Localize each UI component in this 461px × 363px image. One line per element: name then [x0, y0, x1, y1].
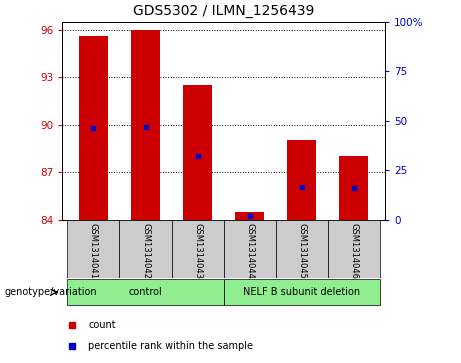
Bar — [224, 220, 276, 278]
Text: GSM1314046: GSM1314046 — [349, 223, 358, 278]
Bar — [119, 220, 171, 278]
Bar — [287, 140, 316, 220]
Bar — [171, 220, 224, 278]
Bar — [79, 36, 108, 220]
Text: GSM1314042: GSM1314042 — [141, 223, 150, 278]
Bar — [67, 220, 119, 278]
Text: count: count — [88, 321, 116, 330]
Text: control: control — [129, 287, 162, 297]
Bar — [276, 220, 328, 278]
Bar — [183, 85, 212, 220]
Text: GSM1314043: GSM1314043 — [193, 223, 202, 278]
Text: GSM1314045: GSM1314045 — [297, 223, 306, 278]
Bar — [235, 212, 264, 220]
Text: NELF B subunit deletion: NELF B subunit deletion — [243, 287, 360, 297]
Title: GDS5302 / ILMN_1256439: GDS5302 / ILMN_1256439 — [133, 4, 314, 18]
Text: genotype/variation: genotype/variation — [5, 287, 97, 297]
Text: GSM1314041: GSM1314041 — [89, 223, 98, 278]
Text: percentile rank within the sample: percentile rank within the sample — [88, 341, 253, 351]
Text: GSM1314044: GSM1314044 — [245, 223, 254, 278]
Bar — [339, 156, 368, 220]
Bar — [131, 30, 160, 220]
Bar — [328, 220, 380, 278]
Bar — [224, 279, 380, 305]
Bar — [67, 279, 224, 305]
